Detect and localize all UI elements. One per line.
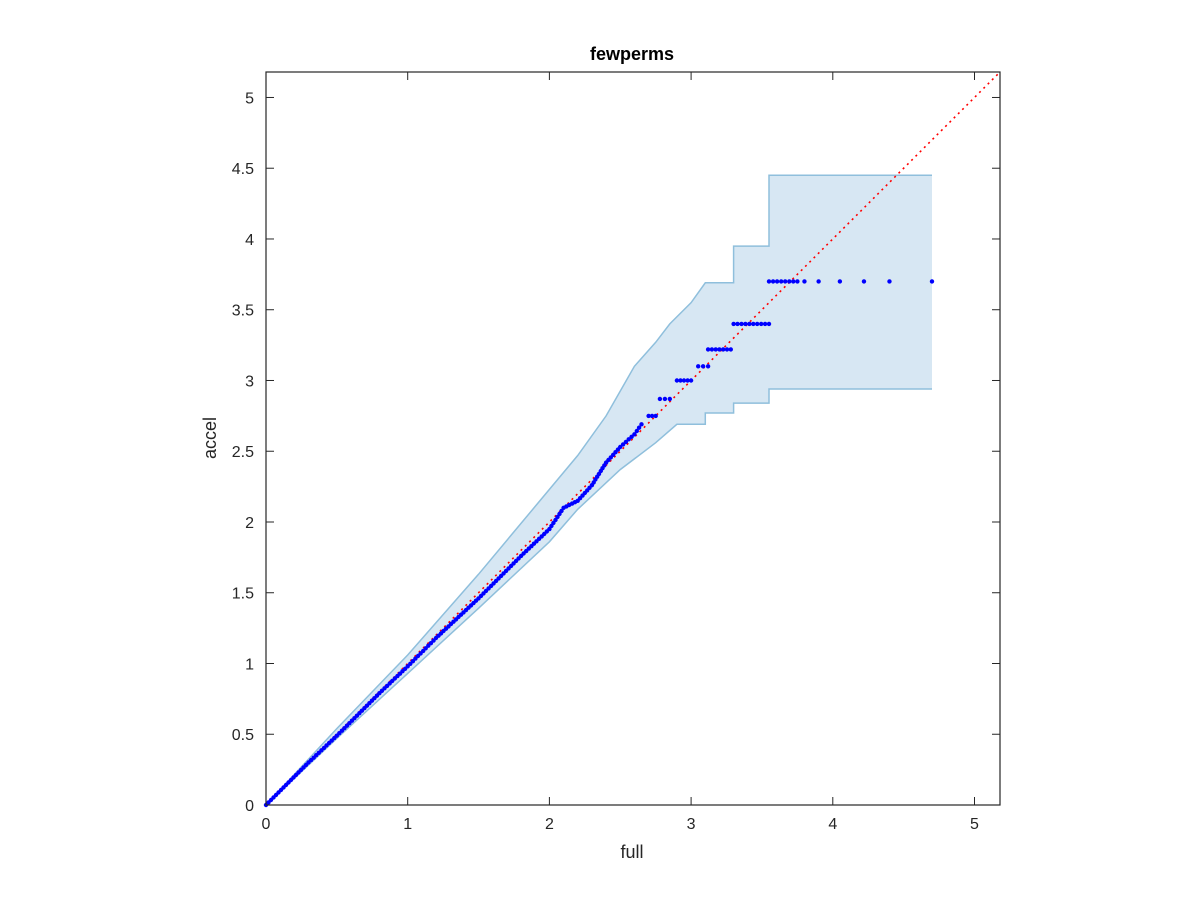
confidence-band-fill xyxy=(266,175,932,806)
reference-line xyxy=(265,71,1001,806)
data-point xyxy=(667,396,672,402)
data-point xyxy=(618,444,623,450)
data-point xyxy=(629,434,634,439)
y-tick-label: 5 xyxy=(245,90,254,107)
x-tick-label: 5 xyxy=(970,816,979,833)
data-point xyxy=(705,364,711,369)
data-point xyxy=(709,347,715,352)
axes-box xyxy=(265,71,1001,806)
data-point xyxy=(929,279,935,284)
data-point xyxy=(791,279,796,284)
plot-area xyxy=(263,71,1001,808)
data-point xyxy=(685,378,690,383)
y-tick-label: 4 xyxy=(245,232,254,249)
data-point xyxy=(755,321,760,327)
data-point xyxy=(795,279,800,284)
data-point xyxy=(688,378,694,383)
data-point xyxy=(887,279,892,284)
data-point xyxy=(681,378,687,383)
data-point xyxy=(731,321,736,327)
confidence-band-layer xyxy=(265,174,932,806)
x-tick-label: 3 xyxy=(687,816,696,833)
data-point xyxy=(662,396,668,402)
y-tick-label: 0 xyxy=(245,798,254,815)
data-point xyxy=(674,378,680,383)
data-point xyxy=(639,422,644,427)
y-tick-label: 3 xyxy=(245,373,254,390)
data-point xyxy=(653,413,658,419)
data-point xyxy=(816,279,821,284)
data-point xyxy=(728,347,733,352)
data-point xyxy=(649,413,655,419)
data-points-layer xyxy=(263,279,935,808)
data-point xyxy=(759,321,764,327)
data-point xyxy=(779,279,784,284)
data-point xyxy=(747,321,752,327)
data-point xyxy=(783,279,788,284)
data-point xyxy=(766,321,772,327)
reference-line-layer xyxy=(265,71,1001,806)
data-point xyxy=(700,364,706,369)
data-point xyxy=(751,321,756,327)
data-point xyxy=(678,378,683,383)
data-point xyxy=(774,279,780,284)
y-tick-label: 1.5 xyxy=(232,586,254,603)
data-point xyxy=(657,396,663,402)
confidence-band-lower-edge xyxy=(265,388,932,806)
data-point xyxy=(623,439,629,445)
data-point xyxy=(721,347,726,352)
x-tick-label: 1 xyxy=(403,816,412,833)
x-axis-title: full xyxy=(620,842,643,862)
data-point xyxy=(735,321,740,327)
chart-title: fewperms xyxy=(590,44,674,64)
data-point xyxy=(739,321,744,327)
data-point xyxy=(802,279,807,284)
data-point xyxy=(705,347,711,352)
x-tick-label: 4 xyxy=(828,816,837,833)
ticks-layer: 0 1 2 3 4 5 0 0.5 1 1.5 2 2.5 3 3.5 4 4.5 5 xyxy=(232,72,1000,833)
axes-layer xyxy=(265,71,1001,806)
data-point xyxy=(861,279,867,284)
data-point xyxy=(713,347,718,352)
data-point xyxy=(717,347,722,352)
confidence-band-upper-edge xyxy=(265,174,932,806)
y-tick-label: 2 xyxy=(245,515,254,532)
data-point xyxy=(787,279,792,284)
data-point xyxy=(559,508,564,514)
data-point xyxy=(743,321,748,327)
x-tick-label: 2 xyxy=(545,816,554,833)
y-tick-label: 2.5 xyxy=(232,444,254,461)
data-point xyxy=(636,425,642,430)
data-point xyxy=(766,279,772,284)
data-point xyxy=(646,413,651,419)
y-tick-label: 0.5 xyxy=(232,727,254,744)
y-axis-title: accel xyxy=(200,417,220,459)
y-tick-label: 1 xyxy=(245,656,254,673)
x-tick-label: 0 xyxy=(262,816,271,833)
data-point xyxy=(620,442,626,447)
data-point xyxy=(634,428,639,434)
y-tick-label: 4.5 xyxy=(232,161,254,178)
data-point xyxy=(626,437,631,442)
data-point xyxy=(837,279,843,284)
data-point xyxy=(724,347,730,352)
data-point xyxy=(770,279,776,284)
data-point xyxy=(632,432,637,437)
data-point xyxy=(762,321,768,327)
data-point xyxy=(696,364,701,369)
y-tick-label: 3.5 xyxy=(232,303,254,320)
